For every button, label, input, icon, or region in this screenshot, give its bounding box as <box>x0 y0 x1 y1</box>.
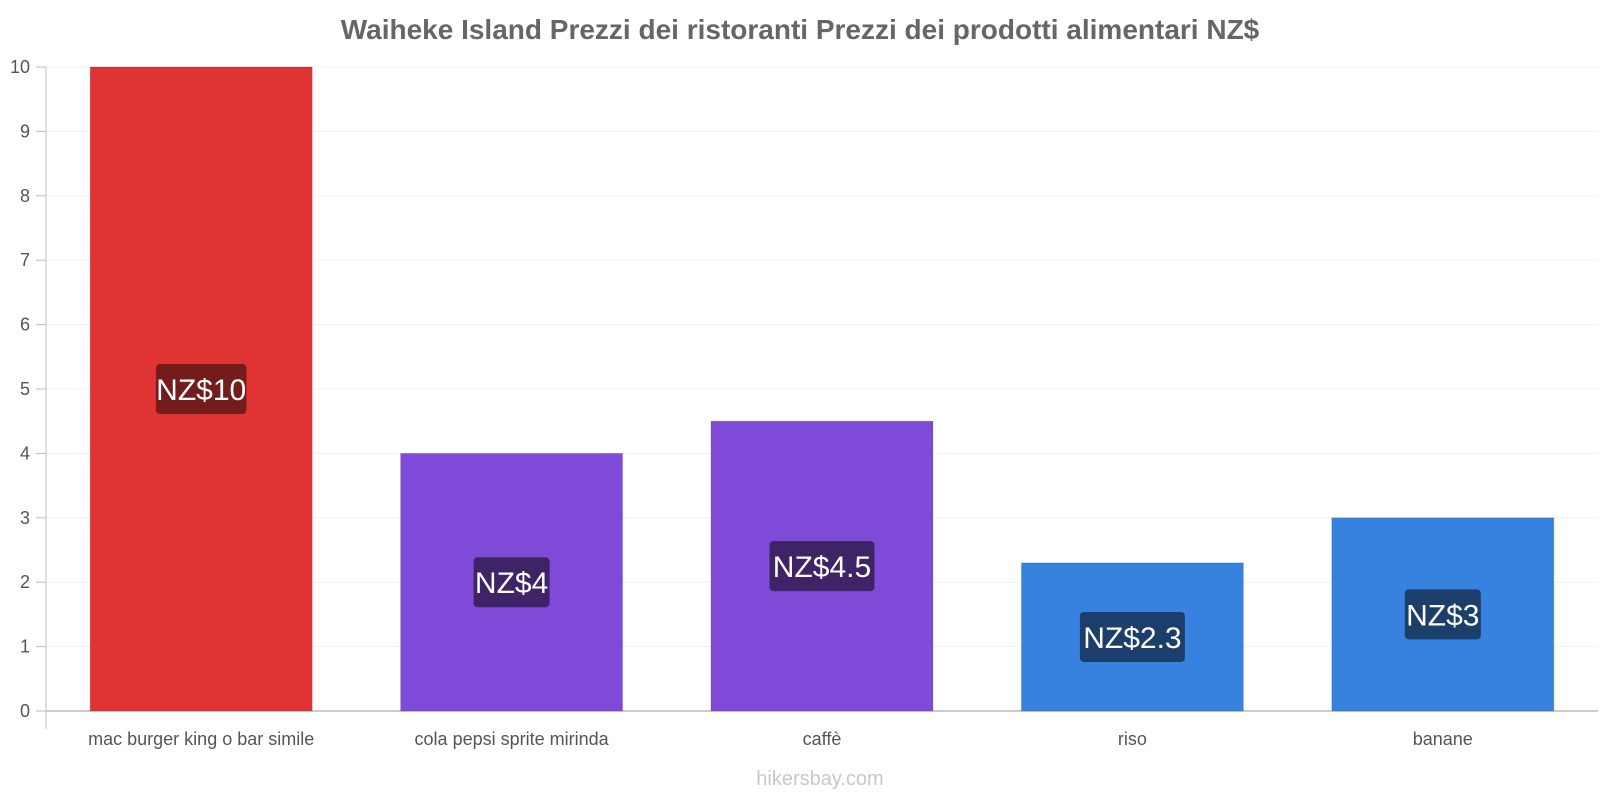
value-label: NZ$10 <box>156 374 246 407</box>
value-label: NZ$4.5 <box>773 551 871 584</box>
x-category-label: cola pepsi sprite mirinda <box>415 729 610 749</box>
x-category-label: riso <box>1118 729 1147 749</box>
y-tick-label: 2 <box>20 572 30 592</box>
y-tick-label: 5 <box>20 379 30 399</box>
y-tick-label: 4 <box>20 443 30 463</box>
chart-title: Waiheke Island Prezzi dei ristoranti Pre… <box>340 14 1260 45</box>
x-category-label: caffè <box>803 729 842 749</box>
y-tick-label: 9 <box>20 121 30 141</box>
value-label-box <box>473 557 550 608</box>
watermark: hikersbay.com <box>756 768 884 790</box>
x-category-label: banane <box>1413 729 1473 749</box>
value-label: NZ$4 <box>475 567 548 600</box>
value-labels: NZ$10 NZ$4 NZ$4.5 NZ$2.3 NZ$3 <box>155 364 1481 662</box>
x-category-label: mac burger king o bar simile <box>88 729 314 749</box>
value-label-box <box>155 364 247 414</box>
y-tick-label: 3 <box>20 508 30 528</box>
y-tick-label: 10 <box>10 57 30 77</box>
value-label: NZ$3 <box>1406 599 1479 632</box>
value-label-box <box>769 541 875 592</box>
y-tick-label: 0 <box>20 701 30 721</box>
value-label-box <box>1404 589 1481 640</box>
value-label-box <box>1079 611 1185 662</box>
y-tick-label: 1 <box>20 637 30 657</box>
value-label: NZ$2.3 <box>1083 622 1181 655</box>
y-tick-label: 6 <box>20 315 30 335</box>
y-tick-label: 7 <box>20 250 30 270</box>
y-tick-label: 8 <box>20 186 30 206</box>
